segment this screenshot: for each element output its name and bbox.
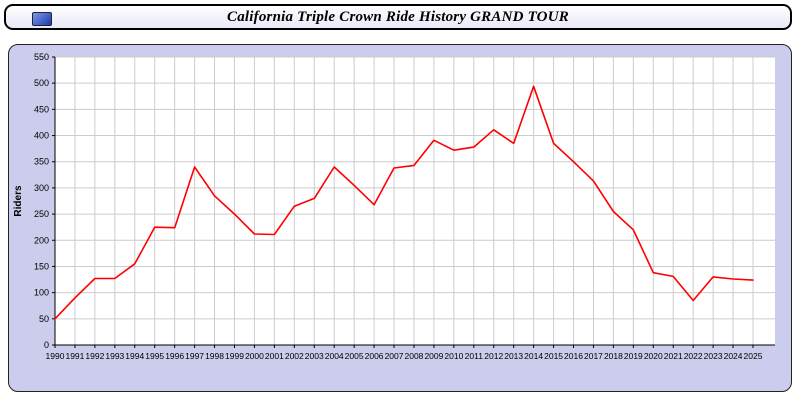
svg-text:2022: 2022	[684, 351, 703, 361]
y-axis-title: Riders	[13, 185, 24, 217]
svg-text:2021: 2021	[664, 351, 683, 361]
svg-text:1996: 1996	[165, 351, 184, 361]
svg-text:2007: 2007	[385, 351, 404, 361]
chart-panel: 0 50 100 150 200 250 300 350 400 450 500 550 1990 199…	[8, 44, 792, 392]
svg-text:450: 450	[34, 104, 49, 114]
svg-text:0: 0	[44, 340, 49, 350]
svg-text:2003: 2003	[305, 351, 324, 361]
svg-text:300: 300	[34, 183, 49, 193]
svg-text:2004: 2004	[325, 351, 344, 361]
axes	[52, 56, 775, 348]
app-icon	[32, 12, 52, 26]
svg-text:2001: 2001	[265, 351, 284, 361]
svg-text:350: 350	[34, 157, 49, 167]
svg-text:2023: 2023	[704, 351, 723, 361]
svg-text:1997: 1997	[185, 351, 204, 361]
svg-text:50: 50	[39, 314, 49, 324]
svg-text:2005: 2005	[345, 351, 364, 361]
svg-text:1990: 1990	[46, 351, 65, 361]
svg-text:1995: 1995	[145, 351, 164, 361]
svg-text:150: 150	[34, 261, 49, 271]
page-title: California Triple Crown Ride History GRA…	[227, 8, 569, 25]
svg-text:2013: 2013	[504, 351, 523, 361]
svg-text:1994: 1994	[125, 351, 144, 361]
svg-text:200: 200	[34, 235, 49, 245]
y-tick-labels: 0 50 100 150 200 250 300 350 400 450 500 550	[34, 52, 49, 350]
svg-text:1992: 1992	[85, 351, 104, 361]
svg-text:250: 250	[34, 209, 49, 219]
svg-text:2006: 2006	[365, 351, 384, 361]
svg-text:2000: 2000	[245, 351, 264, 361]
svg-text:2020: 2020	[644, 351, 663, 361]
svg-text:550: 550	[34, 52, 49, 62]
svg-text:100: 100	[34, 288, 49, 298]
svg-text:2011: 2011	[465, 351, 484, 361]
svg-text:2017: 2017	[584, 351, 603, 361]
svg-text:1993: 1993	[105, 351, 124, 361]
plot-area	[55, 57, 775, 345]
svg-text:2016: 2016	[564, 351, 583, 361]
svg-text:2019: 2019	[624, 351, 643, 361]
svg-text:2018: 2018	[604, 351, 623, 361]
svg-text:2012: 2012	[484, 351, 503, 361]
x-tick-labels: 1990 1991 1992 1993 1994 1995 1996 1997 1998 1999…	[46, 351, 763, 361]
svg-text:2024: 2024	[724, 351, 743, 361]
svg-text:2015: 2015	[544, 351, 563, 361]
svg-text:2014: 2014	[524, 351, 543, 361]
svg-text:500: 500	[34, 78, 49, 88]
svg-text:2009: 2009	[424, 351, 443, 361]
riders-series-line	[54, 85, 754, 320]
svg-text:2008: 2008	[405, 351, 424, 361]
svg-text:400: 400	[34, 131, 49, 141]
svg-text:2002: 2002	[285, 351, 304, 361]
svg-text:2025: 2025	[744, 351, 763, 361]
svg-text:1998: 1998	[205, 351, 224, 361]
title-bar: California Triple Crown Ride History GRA…	[4, 4, 792, 30]
svg-text:1991: 1991	[65, 351, 84, 361]
svg-text:1999: 1999	[225, 351, 244, 361]
svg-text:2010: 2010	[444, 351, 463, 361]
